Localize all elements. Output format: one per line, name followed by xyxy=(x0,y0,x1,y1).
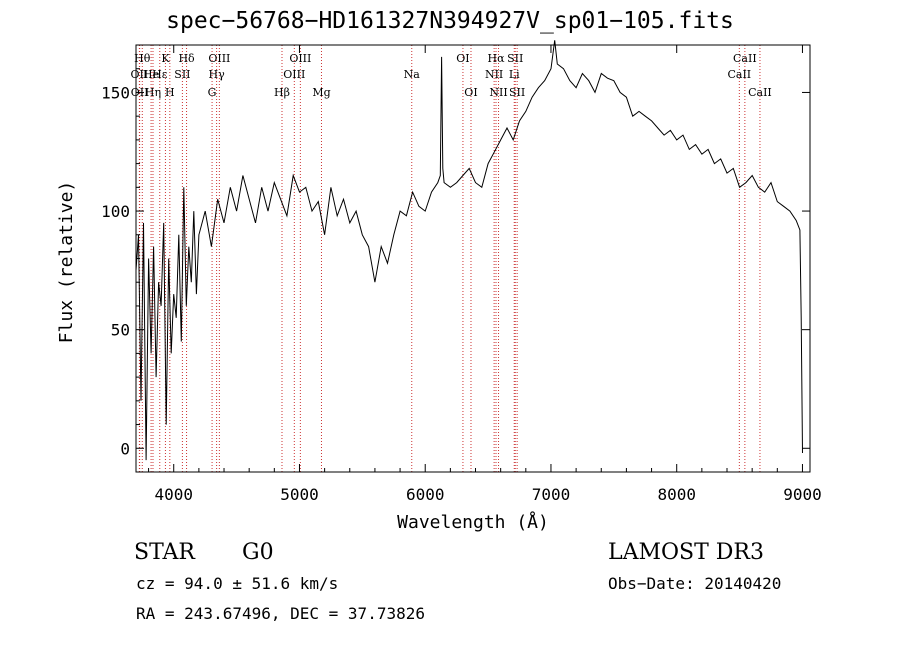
spectral-line-label: SII xyxy=(507,52,523,65)
spectral-line-label: SII xyxy=(174,68,190,81)
object-class: STAR xyxy=(134,540,195,565)
spectral-line-label: Mg xyxy=(312,86,330,99)
y-tick-label: 50 xyxy=(111,321,130,340)
redshift-info: cz = 94.0 ± 51.6 km/s xyxy=(136,574,339,593)
spectral-line-label: Na xyxy=(404,68,421,81)
x-tick-label: 9000 xyxy=(783,485,822,504)
spectral-line-label: SII xyxy=(509,86,525,99)
spectral-line-label: OIII xyxy=(208,52,230,65)
spectral-line-label: Hβ xyxy=(274,86,290,99)
spectral-line-label: Hγ xyxy=(209,68,226,81)
spectral-line-label: OI xyxy=(456,52,469,65)
spectral-line-label: Hθ xyxy=(134,52,151,65)
spectral-line-label: Li xyxy=(509,68,520,81)
axis-ticks: 4000 5000 6000 7000 8000 9000 0 50 100 150 xyxy=(101,44,822,504)
y-axis-label: Flux (relative) xyxy=(56,181,77,344)
flux-series-line xyxy=(135,40,803,461)
spectral-line-label: G xyxy=(208,86,217,99)
spectral-line-label: OII xyxy=(131,86,149,99)
spectral-line-label: Hδ xyxy=(178,52,195,65)
x-axis-label: Wavelength (Å) xyxy=(397,511,549,533)
spectral-line-label: Hε xyxy=(152,68,168,81)
survey-name: LAMOST DR3 xyxy=(608,540,764,565)
spectral-line-label: OI xyxy=(464,86,477,99)
observation-date: Obs−Date: 20140420 xyxy=(608,574,782,593)
spectral-line-label: CaII xyxy=(733,52,757,65)
spectral-line-markers xyxy=(138,45,761,472)
y-tick-label: 150 xyxy=(101,83,130,102)
spectral-line-label: Hα xyxy=(487,52,505,65)
x-tick-label: 4000 xyxy=(154,485,193,504)
spectral-line-label: H xyxy=(165,86,175,99)
y-tick-label: 100 xyxy=(101,202,130,221)
x-tick-label: 5000 xyxy=(280,485,319,504)
x-tick-label: 7000 xyxy=(532,485,571,504)
spectral-line-label: OIII xyxy=(283,68,305,81)
spectral-line-label: OIII xyxy=(289,52,311,65)
y-tick-label: 0 xyxy=(120,439,130,458)
x-tick-label: 8000 xyxy=(657,485,696,504)
spectral-line-label: NII xyxy=(489,86,507,99)
spectral-line-label: CaII xyxy=(727,68,751,81)
object-subclass: G0 xyxy=(242,540,274,565)
spectral-line-label: OII xyxy=(131,68,149,81)
x-tick-label: 6000 xyxy=(406,485,445,504)
spectral-line-label: He xyxy=(143,68,159,81)
chart-title: spec−56768−HD161327N394927V_sp01−105.fit… xyxy=(166,8,734,34)
spectral-line-label: K xyxy=(161,52,170,65)
plot-frame xyxy=(135,44,811,473)
spectral-line-label: NII xyxy=(485,68,503,81)
spectral-line-label: CaII xyxy=(748,86,772,99)
spectral-line-label: Hη xyxy=(145,86,161,99)
coordinates-info: RA = 243.67496, DEC = 37.73826 xyxy=(136,604,425,623)
